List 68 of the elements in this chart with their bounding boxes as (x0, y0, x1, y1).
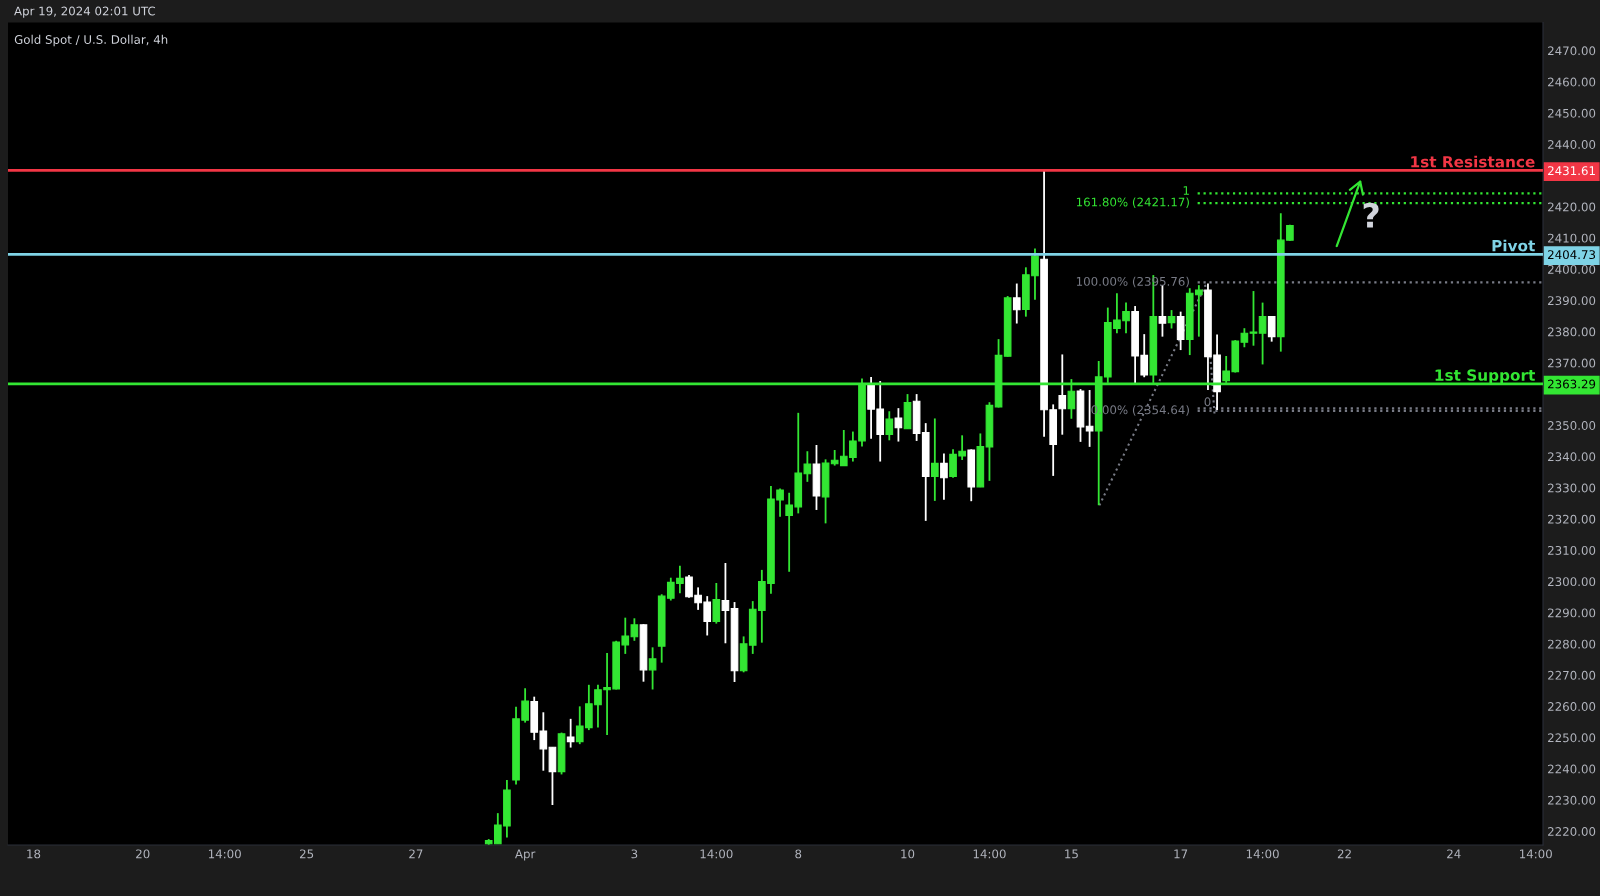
x-tick-label: 14:00 (700, 849, 733, 859)
y-tick-label: 2470.00 (1548, 46, 1596, 56)
candlestick (1167, 309, 1176, 330)
y-tick-label: 2404.73 (1548, 250, 1596, 260)
x-tick-label: 27 (409, 849, 423, 859)
candlestick (1176, 310, 1185, 351)
annotation: ? (1363, 202, 1379, 228)
y-tick-label: 2363.29 (1548, 379, 1596, 389)
y-tick-label: 2460.00 (1548, 77, 1596, 87)
x-tick-label: 15 (1065, 849, 1078, 859)
ref-line-label: 1st Support (1435, 369, 1535, 384)
x-tick-label: 14:00 (1246, 849, 1279, 859)
text: Apr 19, 2024 02:01 UTC (14, 6, 156, 18)
y-tick-label: 2220.00 (1548, 826, 1596, 836)
x-tick-label: 14:00 (973, 849, 1006, 859)
y-tick-label: 2340.00 (1548, 452, 1596, 462)
text: Gold Spot / U.S. Dollar, 4h (14, 34, 168, 47)
y-tick-label: 2440.00 (1548, 140, 1596, 149)
y-tick-label: 2280.00 (1548, 639, 1596, 649)
y-tick-label: 2270.00 (1548, 670, 1596, 680)
candlestick (712, 582, 721, 625)
candlestick (566, 717, 575, 749)
candlestick (1267, 315, 1276, 343)
y-tick-label: 2431.61 (1548, 166, 1595, 176)
candlestick (1058, 353, 1067, 436)
candlestick (648, 646, 657, 691)
y-tick-label: 2310.00 (1548, 545, 1596, 555)
annotation: 1 (1183, 186, 1189, 195)
y-tick-label: 2330.00 (1548, 483, 1596, 493)
y-tick-label: 2300.00 (1548, 577, 1596, 587)
ref-line-label: 1st Resistance (1411, 155, 1535, 168)
y-tick-label: 2240.00 (1548, 764, 1596, 774)
x-tick-label: 17 (1174, 849, 1188, 859)
y-tick-label: 2380.00 (1548, 327, 1596, 337)
y-tick-label: 2420.00 (1548, 202, 1596, 212)
candlestick (885, 410, 894, 442)
y-tick-label: 2290.00 (1548, 608, 1596, 618)
y-tick-label: 2250.00 (1548, 733, 1596, 743)
y-tick-label: 2400.00 (1548, 264, 1596, 274)
y-tick-label: 2260.00 (1548, 702, 1596, 712)
candlestick (1258, 301, 1267, 366)
x-tick-label: 8 (795, 849, 802, 859)
candlestick (930, 417, 939, 502)
x-tick-label: 10 (901, 849, 915, 859)
y-tick-label: 2410.00 (1548, 233, 1596, 243)
y-tick-label: 2350.00 (1548, 421, 1596, 430)
candlestick (721, 562, 730, 645)
ref-line-label: 161.80% (2421.17) (1076, 197, 1189, 208)
x-tick-label: 22 (1337, 849, 1351, 859)
candlestick (1249, 290, 1258, 347)
y-tick-label: 2230.00 (1548, 795, 1596, 805)
x-tick-label: Apr (515, 849, 536, 861)
y-tick-label: 2320.00 (1548, 514, 1596, 524)
y-tick-label: 2450.00 (1548, 108, 1596, 118)
candlestick (940, 452, 948, 501)
candlestick (894, 407, 903, 443)
ref-line-label: Pivot (1492, 239, 1535, 252)
x-tick-label: 14:00 (208, 849, 241, 859)
y-tick-label: 2390.00 (1548, 296, 1596, 306)
x-tick-label: 3 (631, 849, 638, 859)
candlestick (1012, 282, 1021, 325)
x-tick-label: 24 (1447, 849, 1461, 859)
x-tick-label: 18 (27, 849, 41, 859)
x-tick-label: 20 (136, 849, 150, 859)
x-tick-label: 25 (299, 849, 314, 859)
y-tick-label: 2370.00 (1548, 358, 1596, 368)
annotation: 0 (1204, 397, 1211, 407)
x-tick-label: 14:00 (1520, 849, 1552, 859)
